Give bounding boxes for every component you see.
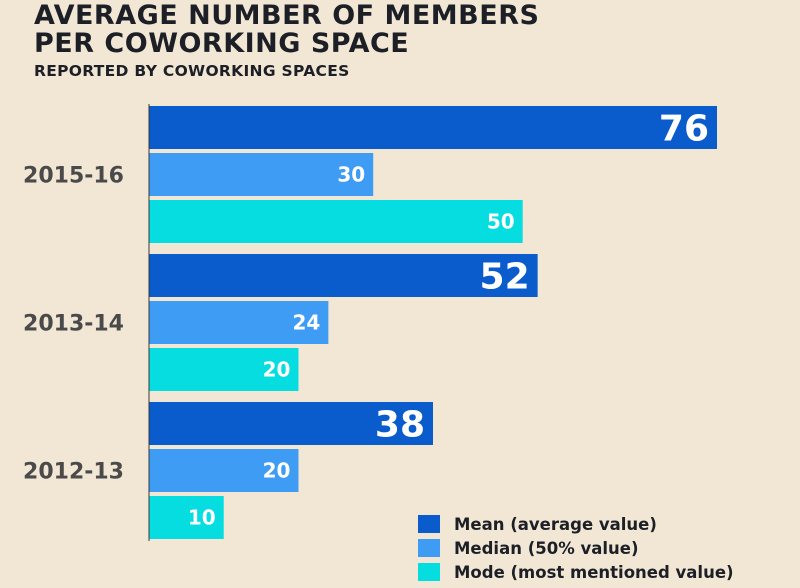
data-label-mode-2012-13: 10 [188, 506, 216, 530]
chart-title: AVERAGE NUMBER OF MEMBERS PER COWORKING … [34, 2, 539, 58]
legend-label-mean: Mean (average value) [454, 514, 657, 534]
chart-subtitle: REPORTED BY COWORKING SPACES [34, 62, 350, 80]
data-label-median-2012-13: 20 [263, 459, 291, 483]
bar-median-2012-13 [149, 449, 299, 492]
legend-item-median: Median (50% value) [418, 536, 734, 560]
data-label-mode-2015-16: 50 [487, 210, 515, 234]
bar-mode-2012-13 [149, 496, 224, 539]
legend-label-median: Median (50% value) [454, 538, 639, 558]
chart-legend: Mean (average value) Median (50% value) … [418, 512, 734, 584]
data-label-mean-2015-16: 76 [659, 108, 709, 149]
legend-swatch-median [418, 539, 440, 557]
legend-item-mean: Mean (average value) [418, 512, 734, 536]
bar-mode-2013-14 [149, 348, 299, 391]
chart-title-line-1: AVERAGE NUMBER OF MEMBERS [34, 0, 540, 31]
chart-title-line-2: PER COWORKING SPACE [34, 28, 410, 59]
data-label-median-2015-16: 30 [337, 163, 365, 187]
legend-swatch-mode [418, 563, 440, 581]
data-label-mean-2013-14: 52 [480, 256, 530, 297]
category-label-2012-13: 2012-13 [23, 460, 124, 485]
legend-label-mode: Mode (most mentioned value) [454, 562, 734, 582]
data-label-median-2013-14: 24 [293, 311, 321, 335]
bar-median-2013-14 [149, 301, 329, 344]
data-label-mode-2013-14: 20 [263, 358, 291, 382]
legend-swatch-mean [418, 515, 440, 533]
data-label-mean-2012-13: 38 [375, 404, 425, 445]
bar-median-2015-16 [149, 153, 374, 196]
bar-mean-2012-13 [149, 402, 433, 445]
bar-mean-2013-14 [149, 254, 538, 297]
category-label-2013-14: 2013-14 [23, 312, 124, 337]
category-label-2015-16: 2015-16 [23, 164, 124, 189]
bar-mode-2015-16 [149, 200, 523, 243]
legend-item-mode: Mode (most mentioned value) [418, 560, 734, 584]
bar-mean-2015-16 [149, 106, 717, 149]
